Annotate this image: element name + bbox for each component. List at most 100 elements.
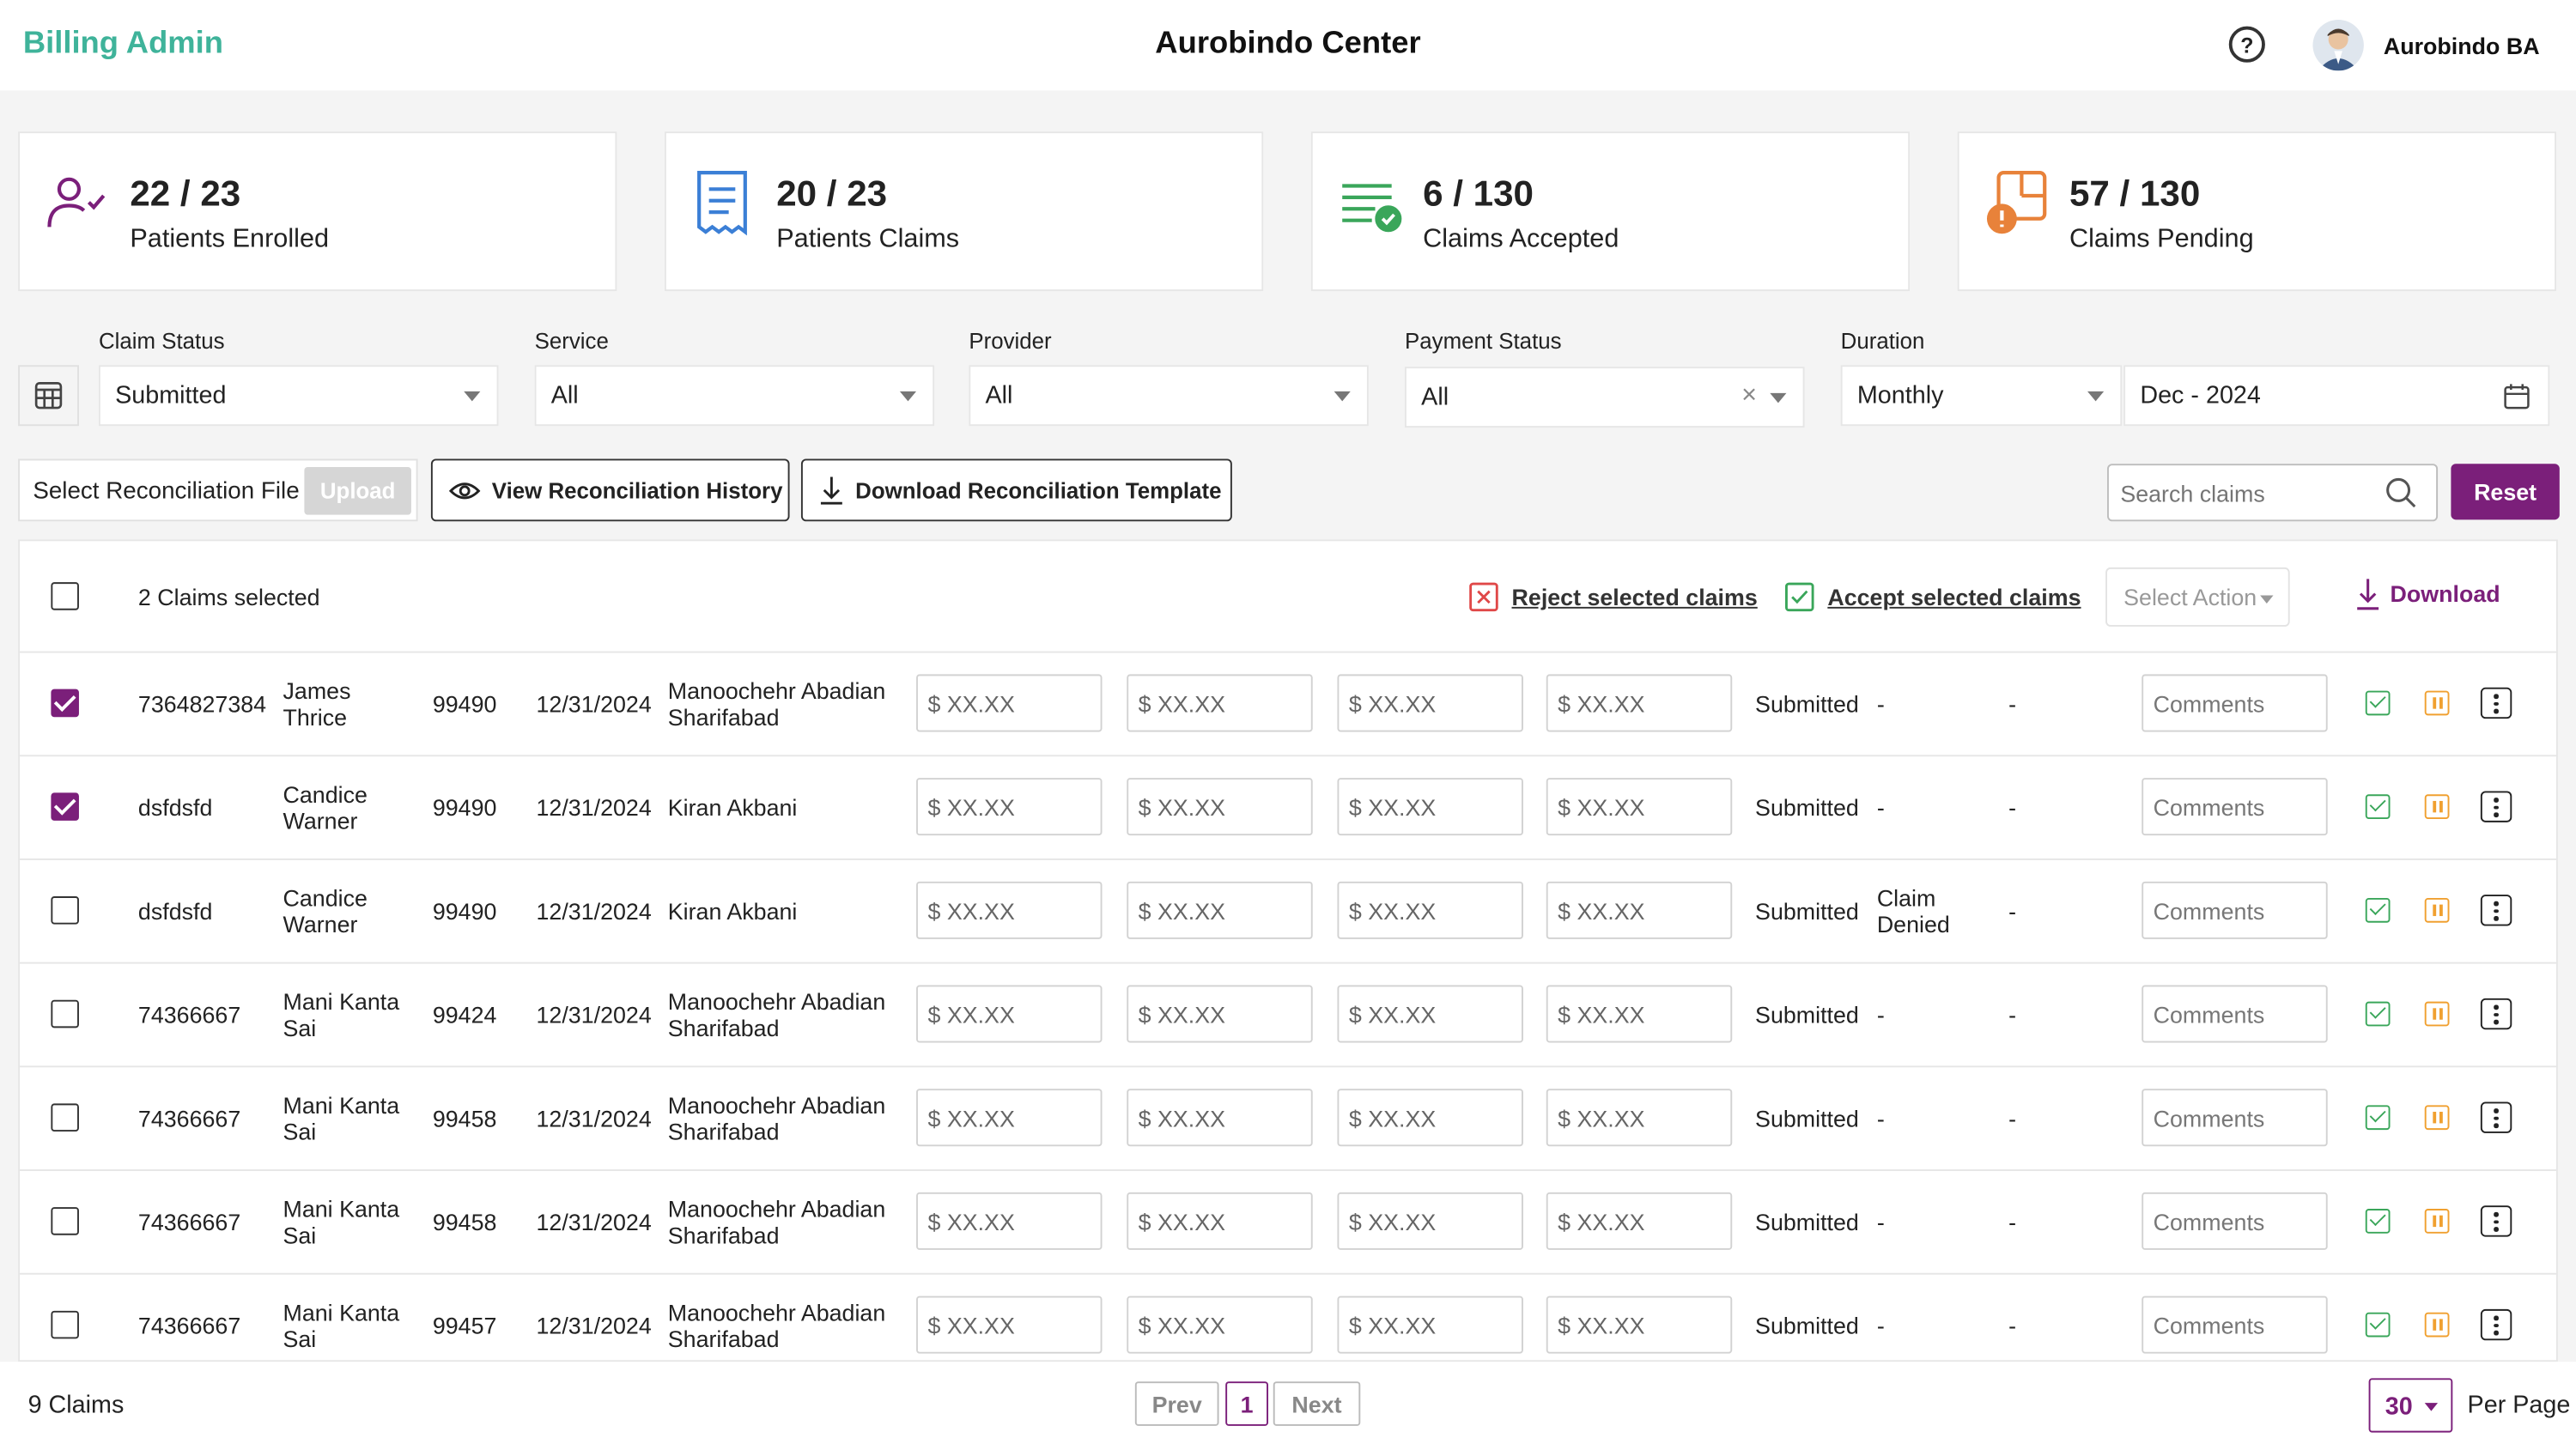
amount-field[interactable]: $ XX.XX bbox=[916, 778, 1103, 836]
row-checkbox[interactable] bbox=[51, 689, 79, 718]
table-row[interactable]: dsfdsfd Candice Warner 99490 12/31/2024 K… bbox=[19, 860, 2556, 964]
per-page-select[interactable]: 30 bbox=[2368, 1378, 2453, 1433]
select-action-dropdown[interactable]: Select Action bbox=[2105, 567, 2290, 627]
table-row[interactable]: 7364827384 James Thrice 99490 12/31/2024 … bbox=[19, 653, 2556, 757]
prev-page-button[interactable]: Prev bbox=[1134, 1381, 1219, 1426]
amount-field[interactable]: $ XX.XX bbox=[916, 1089, 1103, 1147]
amount-field[interactable]: $ XX.XX bbox=[1127, 674, 1313, 732]
amount-field[interactable]: $ XX.XX bbox=[1546, 778, 1733, 836]
more-options-icon[interactable] bbox=[2480, 791, 2512, 822]
next-page-button[interactable]: Next bbox=[1273, 1381, 1361, 1426]
comments-input[interactable]: Comments bbox=[2142, 1295, 2328, 1354]
amount-field[interactable]: $ XX.XX bbox=[1127, 778, 1313, 836]
amount-field[interactable]: $ XX.XX bbox=[1546, 1295, 1733, 1354]
amount-field[interactable]: $ XX.XX bbox=[1127, 881, 1313, 939]
comments-input[interactable]: Comments bbox=[2142, 1192, 2328, 1250]
accept-selected-link[interactable]: Accept selected claims bbox=[1785, 582, 2081, 612]
provider-select[interactable]: All bbox=[969, 365, 1369, 427]
comments-input[interactable]: Comments bbox=[2142, 674, 2328, 732]
pending-icon[interactable] bbox=[2424, 1209, 2450, 1234]
amount-field[interactable]: $ XX.XX bbox=[916, 881, 1103, 939]
accept-icon[interactable] bbox=[2365, 794, 2391, 820]
row-checkbox[interactable] bbox=[51, 896, 79, 925]
amount-field[interactable]: $ XX.XX bbox=[1337, 674, 1523, 732]
accept-icon[interactable] bbox=[2365, 1001, 2391, 1027]
more-options-icon[interactable] bbox=[2480, 895, 2512, 926]
comments-input[interactable]: Comments bbox=[2142, 778, 2328, 836]
pending-icon[interactable] bbox=[2424, 690, 2450, 716]
row-checkbox[interactable] bbox=[51, 1103, 79, 1132]
download-template-button[interactable]: Download Reconciliation Template bbox=[800, 458, 1232, 522]
accept-icon[interactable] bbox=[2365, 897, 2391, 923]
amount-field[interactable]: $ XX.XX bbox=[1127, 1089, 1313, 1147]
reset-button[interactable]: Reset bbox=[2451, 464, 2560, 520]
pending-icon[interactable] bbox=[2424, 1312, 2450, 1338]
download-button[interactable]: Download bbox=[2355, 577, 2500, 610]
more-options-icon[interactable] bbox=[2480, 687, 2512, 719]
amount-field[interactable]: $ XX.XX bbox=[1127, 1295, 1313, 1354]
page-1-button[interactable]: 1 bbox=[1225, 1381, 1269, 1426]
row-checkbox[interactable] bbox=[51, 999, 79, 1028]
calendar-grid-button[interactable] bbox=[18, 365, 79, 427]
amount-field[interactable]: $ XX.XX bbox=[1546, 1192, 1733, 1250]
user-name[interactable]: Aurobindo BA bbox=[2383, 33, 2540, 59]
amount-field[interactable]: $ XX.XX bbox=[916, 1295, 1103, 1354]
search-input[interactable] bbox=[2108, 465, 2372, 520]
select-file-label[interactable]: Select Reconciliation File bbox=[33, 478, 300, 506]
row-checkbox[interactable] bbox=[51, 792, 79, 821]
more-options-icon[interactable] bbox=[2480, 1308, 2512, 1341]
comments-input[interactable]: Comments bbox=[2142, 881, 2328, 939]
table-row[interactable]: dsfdsfd Candice Warner 99490 12/31/2024 K… bbox=[19, 756, 2556, 860]
service-select[interactable]: All bbox=[534, 365, 935, 427]
amount-field[interactable]: $ XX.XX bbox=[1127, 985, 1313, 1043]
accept-icon[interactable] bbox=[2365, 1209, 2391, 1234]
amount-field[interactable]: $ XX.XX bbox=[1546, 674, 1733, 732]
avatar[interactable] bbox=[2312, 19, 2364, 71]
accept-icon[interactable] bbox=[2365, 690, 2391, 716]
amount-field[interactable]: $ XX.XX bbox=[916, 674, 1103, 732]
comments-input[interactable]: Comments bbox=[2142, 985, 2328, 1043]
clear-icon[interactable]: × bbox=[1741, 381, 1757, 410]
search-icon[interactable] bbox=[2385, 477, 2416, 508]
table-row[interactable]: 74366667 Mani Kanta Sai 99458 12/31/2024 … bbox=[19, 1171, 2556, 1275]
amount-field[interactable]: $ XX.XX bbox=[1337, 1192, 1523, 1250]
upload-button[interactable]: Upload bbox=[304, 467, 411, 515]
more-options-icon[interactable] bbox=[2480, 1101, 2512, 1133]
amount-field[interactable]: $ XX.XX bbox=[1337, 1089, 1523, 1147]
month-picker[interactable]: Dec - 2024 bbox=[2123, 365, 2550, 427]
amount-field[interactable]: $ XX.XX bbox=[1127, 1192, 1313, 1250]
duration-select[interactable]: Monthly bbox=[1840, 365, 2123, 427]
reconciliation-file-picker[interactable]: Select Reconciliation File Upload bbox=[18, 458, 418, 522]
reject-selected-link[interactable]: Reject selected claims bbox=[1469, 582, 1758, 612]
view-reconciliation-history-button[interactable]: View Reconciliation History bbox=[430, 458, 790, 522]
pending-icon[interactable] bbox=[2424, 794, 2450, 820]
amount-field[interactable]: $ XX.XX bbox=[1337, 778, 1523, 836]
table-row[interactable]: 74366667 Mani Kanta Sai 99457 12/31/2024 … bbox=[20, 1275, 2556, 1361]
more-options-icon[interactable] bbox=[2480, 1205, 2512, 1237]
amount-field[interactable]: $ XX.XX bbox=[1337, 1295, 1523, 1354]
table-row[interactable]: 74366667 Mani Kanta Sai 99458 12/31/2024 … bbox=[19, 1067, 2556, 1171]
pending-icon[interactable] bbox=[2424, 897, 2450, 923]
amount-field[interactable]: $ XX.XX bbox=[1546, 985, 1733, 1043]
comments-input[interactable]: Comments bbox=[2142, 1089, 2328, 1147]
pending-icon[interactable] bbox=[2424, 1001, 2450, 1027]
amount-field[interactable]: $ XX.XX bbox=[1337, 881, 1523, 939]
payment-status-select[interactable]: All × bbox=[1405, 367, 1805, 428]
row-checkbox[interactable] bbox=[51, 1207, 79, 1235]
help-icon[interactable]: ? bbox=[2228, 26, 2265, 63]
amount-field[interactable]: $ XX.XX bbox=[1546, 881, 1733, 939]
brand-title[interactable]: Billing Admin bbox=[22, 26, 224, 61]
amount-field[interactable]: $ XX.XX bbox=[916, 985, 1103, 1043]
accept-icon[interactable] bbox=[2365, 1105, 2391, 1131]
claim-status-select[interactable]: Submitted bbox=[98, 365, 499, 427]
accept-icon[interactable] bbox=[2365, 1312, 2391, 1338]
amount-field[interactable]: $ XX.XX bbox=[916, 1192, 1103, 1250]
more-options-icon[interactable] bbox=[2480, 998, 2512, 1030]
row-checkbox[interactable] bbox=[51, 1310, 79, 1339]
select-all-checkbox[interactable] bbox=[51, 582, 79, 610]
pending-icon[interactable] bbox=[2424, 1105, 2450, 1131]
calendar-icon[interactable] bbox=[2504, 383, 2530, 410]
table-row[interactable]: 74366667 Mani Kanta Sai 99424 12/31/2024 … bbox=[19, 964, 2556, 1068]
amount-field[interactable]: $ XX.XX bbox=[1337, 985, 1523, 1043]
amount-field[interactable]: $ XX.XX bbox=[1546, 1089, 1733, 1147]
